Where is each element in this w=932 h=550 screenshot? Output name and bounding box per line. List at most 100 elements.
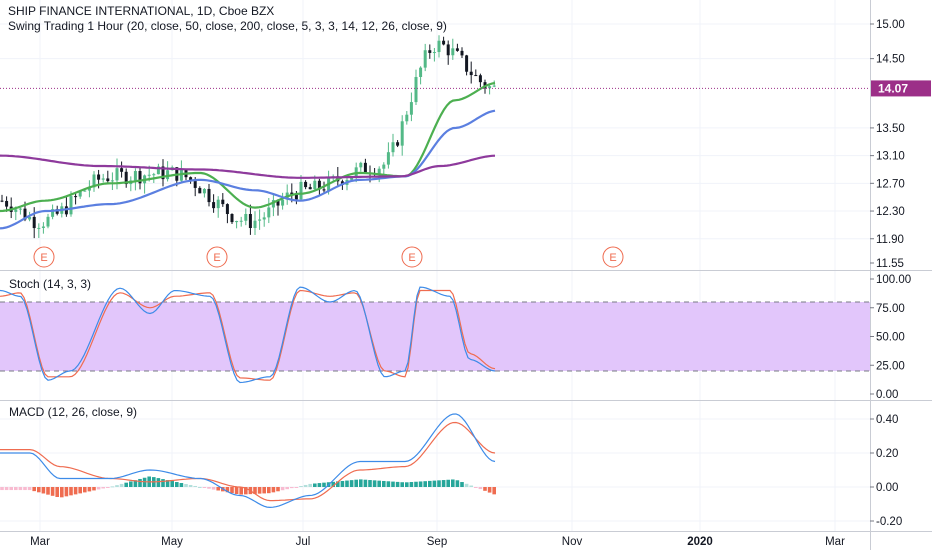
candle-body	[110, 180, 114, 182]
candle-body	[166, 170, 170, 180]
macd-hist-bar	[469, 485, 473, 487]
candle-body	[382, 164, 386, 169]
macd-hist-bar	[106, 487, 110, 488]
candle-body	[78, 191, 82, 197]
time-tick-label: May	[161, 536, 183, 548]
candle-body	[446, 44, 450, 56]
macd-hist-bar	[345, 480, 349, 487]
candle-body	[207, 188, 211, 203]
stoch-tick-label: 100.00	[876, 274, 911, 286]
macd-hist-bar	[170, 481, 174, 487]
macd-hist-bar	[483, 487, 487, 491]
earnings-circle	[206, 246, 228, 268]
earnings-circle	[401, 246, 423, 268]
macd-hist-bar	[267, 487, 271, 494]
earnings-marker: E	[33, 246, 55, 268]
ma200-line	[0, 154, 496, 179]
time-tick-label: Mar	[825, 536, 845, 548]
candle-body	[225, 204, 229, 215]
price-tag-label: 14.07	[878, 81, 908, 95]
macd-hist-bar	[382, 480, 386, 487]
macd-hist-bar	[340, 480, 345, 487]
candle-body	[235, 221, 239, 223]
earnings-circle	[602, 246, 624, 268]
macd-hist-bar	[211, 487, 216, 490]
macd-hist-bar	[294, 487, 299, 488]
earnings-circle	[33, 246, 55, 268]
candle-body	[359, 162, 363, 168]
macd-hist-bar	[386, 481, 391, 487]
macd-hist-bar	[331, 481, 335, 487]
macd-hist-bar	[184, 484, 188, 487]
macd-hist-bar	[193, 485, 197, 487]
macd-hist-bar	[428, 480, 432, 487]
macd-hist-bar	[451, 479, 455, 487]
candle-body	[478, 75, 482, 83]
price-tick-label: 14.50	[876, 54, 905, 66]
candle-body	[465, 55, 469, 72]
candle-body	[189, 177, 193, 181]
price-tick-label: 13.50	[876, 123, 905, 135]
candle-body	[5, 200, 9, 207]
candle-body	[304, 181, 308, 188]
macd-tick-label: 0.40	[876, 414, 898, 426]
macd-hist-bar	[308, 483, 312, 487]
macd-hist-bar	[405, 482, 409, 487]
macd-hist-bar	[216, 487, 220, 491]
macd-hist-bar	[83, 487, 87, 493]
candle-body	[419, 67, 423, 77]
macd-hist-bar	[207, 487, 211, 489]
candle-body	[37, 227, 41, 229]
macd-hist-bar	[322, 482, 326, 487]
time-tick-label: Jul	[296, 536, 311, 548]
candle-body	[115, 168, 119, 181]
macd-hist-bar	[230, 487, 234, 494]
macd-hist-bar	[280, 487, 285, 491]
macd-hist-bar	[27, 487, 32, 491]
candle-body	[253, 220, 257, 229]
candle-body	[258, 219, 262, 221]
candle-body	[0, 200, 4, 202]
macd-hist-bar	[9, 487, 13, 491]
macd-hist-bar	[18, 487, 23, 491]
indicator-title[interactable]: Swing Trading 1 Hour (20, close, 50, clo…	[8, 19, 447, 33]
symbol-title[interactable]: SHIP FINANCE INTERNATIONAL, 1D, Cboe BZX	[8, 4, 275, 18]
macd-hist-bar	[175, 482, 179, 487]
candle-body	[198, 187, 202, 194]
macd-hist-bar	[188, 484, 193, 487]
macd-hist-bar	[138, 478, 142, 487]
time-tick-label: 2020	[687, 536, 713, 548]
candle-body	[87, 187, 91, 191]
macd-hist-bar	[69, 487, 73, 496]
macd-hist-bar	[253, 487, 257, 494]
macd-hist-bar	[179, 483, 184, 487]
macd-tick-label: 0.00	[876, 482, 898, 494]
candle-body	[216, 199, 220, 209]
macd-hist-bar	[262, 487, 266, 494]
macd-hist-bar	[46, 487, 50, 495]
candle-body	[474, 75, 478, 77]
candle-body	[386, 152, 390, 165]
candle-body	[133, 171, 137, 181]
macd-legend[interactable]: MACD (12, 26, close, 9)	[9, 405, 138, 419]
candle-body	[106, 178, 110, 182]
candle-body	[290, 192, 294, 195]
candle-body	[23, 208, 27, 220]
macd-tick-label: -0.20	[876, 516, 902, 528]
macd-hist-bar	[423, 481, 427, 487]
macd-hist-bar	[363, 479, 368, 487]
price-tick-label: 12.70	[876, 178, 905, 190]
candle-body	[51, 209, 55, 217]
macd-hist-bar	[395, 481, 400, 487]
macd-hist-bar	[37, 487, 41, 493]
stoch-legend[interactable]: Stoch (14, 3, 3)	[9, 277, 92, 291]
candle-body	[55, 209, 59, 214]
candle-body	[239, 220, 243, 222]
macd-hist-bar	[119, 483, 124, 487]
candle-body	[193, 180, 197, 188]
macd-hist-bar	[165, 480, 170, 487]
candle-body	[101, 178, 105, 180]
candle-body	[46, 216, 50, 227]
macd-hist-bar	[92, 487, 96, 491]
